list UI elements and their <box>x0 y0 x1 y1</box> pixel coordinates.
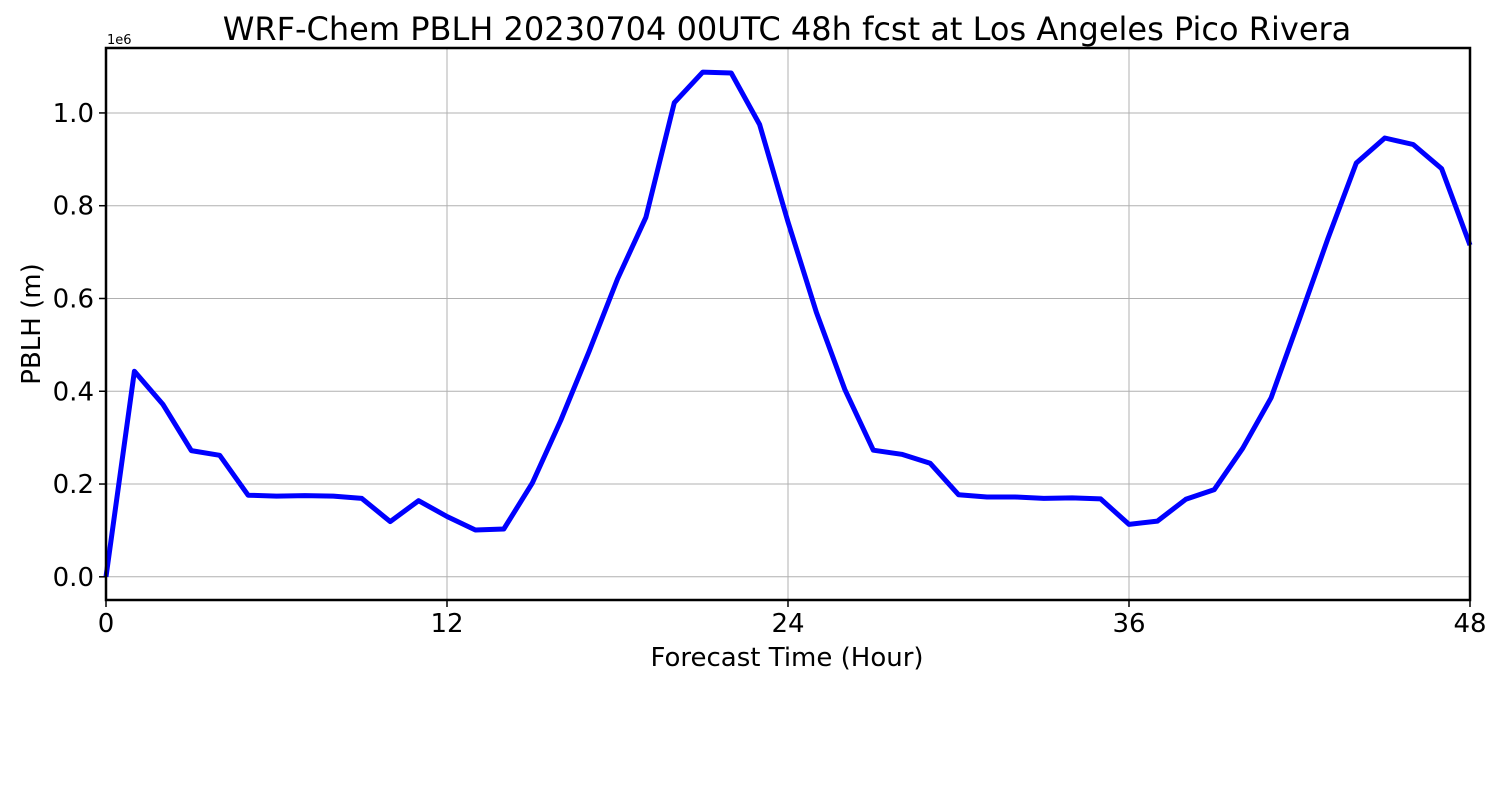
y-tick-label: 0.0 <box>53 563 94 593</box>
y-tick-label: 1.0 <box>53 99 94 129</box>
y-tick-label: 0.4 <box>53 377 94 407</box>
y-axis-label: PBLH (m) <box>17 263 47 384</box>
x-tick-label: 36 <box>1112 609 1145 639</box>
x-tick-label: 12 <box>430 609 463 639</box>
x-tick-label: 24 <box>771 609 804 639</box>
chart-title: WRF-Chem PBLH 20230704 00UTC 48h fcst at… <box>223 10 1352 48</box>
series-lines <box>103 69 1473 578</box>
y-tick-label: 0.8 <box>53 192 94 222</box>
y-tick-label: 0.2 <box>53 470 94 500</box>
grid-lines <box>105 48 1471 600</box>
y-tick-label: 0.6 <box>53 284 94 314</box>
x-tick-label: 48 <box>1453 609 1486 639</box>
y-offset-label: 1e6 <box>107 33 132 48</box>
pblh-series-line <box>103 69 1473 578</box>
axis-ticks: 0 12 24 36 48 0.0 0.2 0.4 0.6 0.8 1.0 <box>53 99 1487 639</box>
x-tick-label: 0 <box>98 609 115 639</box>
x-axis-label: Forecast Time (Hour) <box>650 643 923 673</box>
